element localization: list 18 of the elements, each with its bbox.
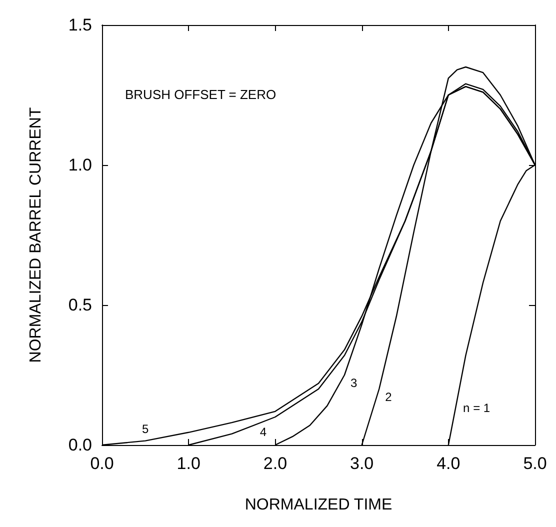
series-label: n = 1 — [463, 401, 490, 416]
series-label: 2 — [385, 390, 392, 404]
x-tick-label: 4.0 — [436, 454, 460, 473]
x-tick-label: 3.0 — [350, 454, 374, 473]
x-tick-label: 0.0 — [90, 454, 114, 473]
annotation: BRUSH OFFSET = ZERO — [125, 87, 276, 102]
y-axis-title: NORMALIZED BARREL CURRENT — [28, 107, 44, 363]
x-tick-label: 1.0 — [176, 454, 200, 473]
x-tick-label: 5.0 — [523, 454, 547, 473]
y-tick-label: 0.5 — [68, 296, 92, 314]
y-tick-label: 1.5 — [68, 16, 92, 34]
x-tick-label: 2.0 — [263, 454, 288, 473]
x-axis-title: NORMALIZED TIME — [244, 496, 392, 514]
series-label: 5 — [142, 422, 149, 436]
series-label: 3 — [350, 376, 358, 390]
y-tick-label: 0.0 — [68, 436, 92, 454]
series-label: 4 — [260, 425, 267, 439]
y-tick-label: 1.0 — [68, 156, 92, 174]
